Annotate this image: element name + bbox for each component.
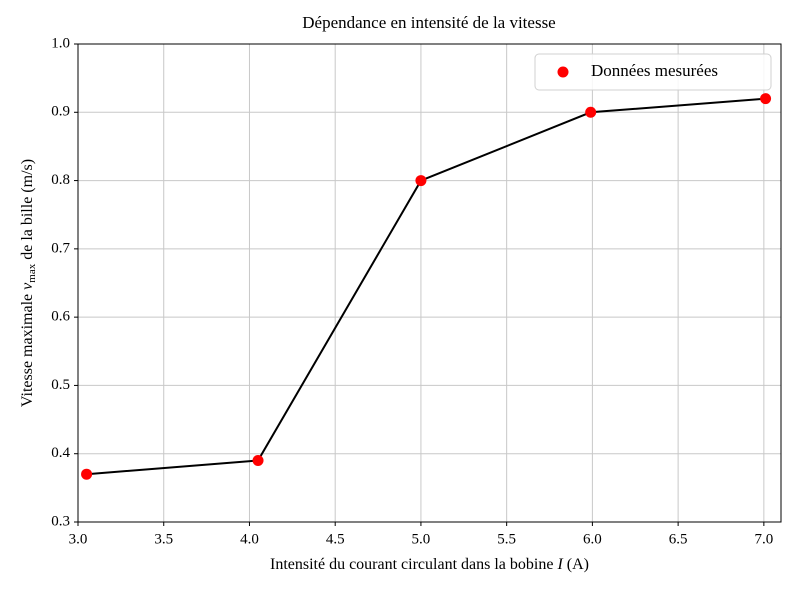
x-tick-label: 3.5 <box>154 531 173 547</box>
legend-label: Données mesurées <box>591 61 718 80</box>
y-tick-label: 0.4 <box>51 445 70 461</box>
y-tick-label: 1.0 <box>51 35 70 51</box>
y-tick-label: 0.8 <box>51 172 70 188</box>
y-axis-label-part: max <box>26 263 38 282</box>
plot-frame <box>77 43 782 523</box>
y-axis-label-part: de la bille (m/s) <box>19 159 36 264</box>
x-tick-label: 4.0 <box>240 531 259 547</box>
data-line <box>86 97 766 476</box>
x-tick-label: 5.5 <box>497 531 516 547</box>
x-axis-label-part: Intensité du courant circulant dans la b… <box>270 556 557 573</box>
x-tick-label: 5.0 <box>412 531 431 547</box>
x-axis-label-part: I <box>556 556 563 573</box>
y-tick-label: 0.7 <box>51 240 70 256</box>
y-axis-label: Vitesse maximale vmax de la bille (m/s) <box>19 159 38 407</box>
x-tick-label: 6.0 <box>583 531 602 547</box>
x-axis-label: Intensité du courant circulant dans la b… <box>270 556 589 573</box>
data-point <box>81 468 93 480</box>
x-tick-label: 7.0 <box>754 531 773 547</box>
y-tick-label: 0.6 <box>51 309 70 325</box>
x-tick-label: 4.5 <box>326 531 345 547</box>
legend-box <box>534 53 772 91</box>
x-axis-label-part: (A) <box>563 556 589 573</box>
y-axis-label-part: v <box>19 282 36 290</box>
data-point <box>585 106 597 118</box>
data-point <box>252 455 264 467</box>
chart-title: Dépendance en intensité de la vitesse <box>302 13 555 32</box>
y-tick-label: 0.9 <box>51 104 70 120</box>
y-tick-label: 0.3 <box>51 513 70 529</box>
x-tick-label: 6.5 <box>669 531 688 547</box>
y-axis-label-part: Vitesse maximale <box>19 290 36 407</box>
y-tick-label: 0.5 <box>51 377 70 393</box>
legend-marker <box>557 66 569 78</box>
data-point <box>760 93 772 105</box>
data-point <box>415 175 427 187</box>
x-tick-label: 3.0 <box>69 531 88 547</box>
